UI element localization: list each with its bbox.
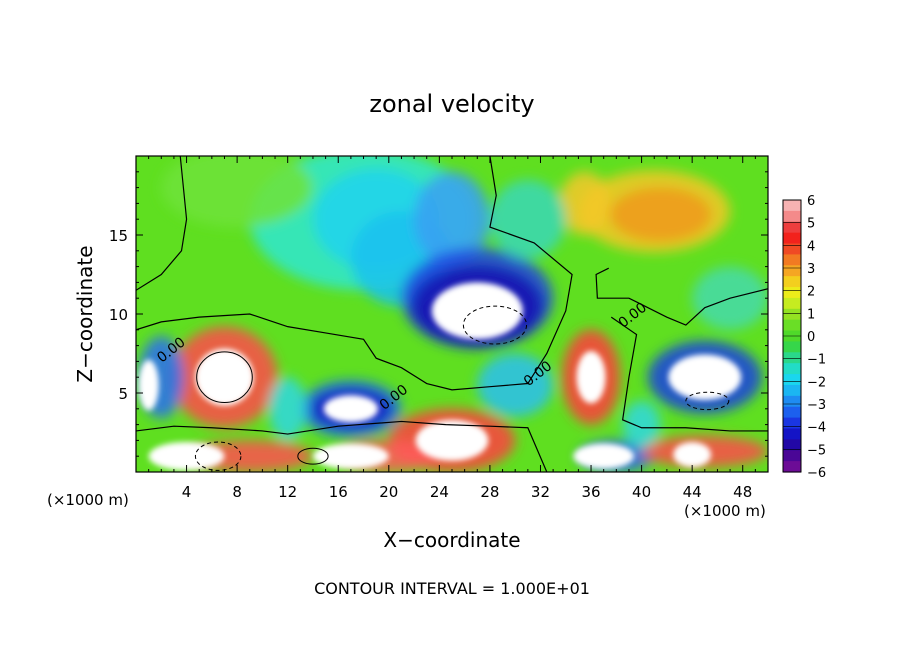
zero-contours (136, 156, 768, 472)
field-blob (622, 400, 661, 449)
x-tick-label: 40 (632, 483, 651, 501)
negative-contour (462, 305, 528, 345)
x-tick-label: 4 (182, 483, 192, 501)
colorbar-swatch (783, 287, 801, 299)
zero-contour-line (136, 156, 188, 291)
zero-contour-line (136, 156, 573, 391)
zero-contour-line (610, 316, 768, 432)
colorbar-swatch (783, 297, 801, 310)
colorbar-swatch (783, 200, 801, 212)
colorbar-label: −2 (807, 375, 826, 390)
colorbar-label: −1 (807, 353, 826, 368)
x-unit-right: (×1000 m) (684, 502, 766, 520)
saturated-core (138, 359, 159, 411)
plot-area: 0.000.000.000.00 (136, 156, 768, 472)
colorbar-swatch (783, 461, 801, 473)
x-tick-label: 32 (531, 483, 550, 501)
y-tick-label: 15 (109, 227, 128, 245)
colorbar-label: 4 (807, 239, 815, 254)
field-blob (161, 156, 313, 228)
y-tick-label: 10 (109, 306, 128, 324)
colorbar-label: 1 (807, 307, 815, 322)
x-tick-label: 36 (581, 483, 600, 501)
field-blob (559, 171, 610, 235)
colorbar-swatch (783, 341, 801, 353)
colorbar-label: 6 (807, 194, 815, 209)
saturated-core (673, 441, 712, 468)
colorbar-swatch (783, 439, 801, 451)
field-blob (489, 179, 566, 259)
saturated-core (573, 443, 635, 469)
x-tick-label: 20 (379, 483, 398, 501)
colorbar-swatch (783, 243, 801, 255)
saturated-core (148, 441, 225, 471)
velocity-field: 0.000.000.000.00 (136, 156, 768, 472)
x-tick-label: 28 (480, 483, 499, 501)
field-blob (414, 171, 490, 267)
x-unit-left: (×1000 m) (47, 491, 129, 509)
y-tick-label: 5 (118, 385, 128, 403)
colorbar-swatch (783, 232, 801, 245)
colorbar-swatch (783, 276, 801, 288)
colorbar-label: −5 (807, 443, 826, 458)
colorbar-label: −3 (807, 398, 826, 413)
colorbar-swatch (783, 352, 801, 364)
colorbar-label: −6 (807, 466, 826, 481)
x-axis-label: X−coordinate (383, 528, 520, 552)
colorbar-swatch (783, 395, 801, 408)
saturated-core (431, 282, 523, 340)
positive-contour (297, 447, 329, 465)
field-blob (268, 377, 307, 441)
y-axis-label: Z−coordinate (73, 245, 97, 382)
zero-contour-line (595, 267, 768, 326)
colorbar-swatch (783, 221, 801, 234)
saturated-core (195, 348, 254, 406)
colorbar-swatch (783, 417, 801, 430)
x-tick-label: 24 (430, 483, 449, 501)
saturated-core (323, 395, 379, 423)
field-blob (186, 440, 313, 472)
colorbar-swatch (783, 374, 801, 386)
colorbar-swatch (783, 406, 801, 419)
x-tick-label: 48 (733, 483, 752, 501)
colorbar-swatch (783, 210, 801, 223)
field-blob (610, 187, 712, 242)
colorbar-label: 0 (807, 330, 815, 345)
colorbar-swatch (783, 428, 801, 440)
positive-contour (196, 351, 253, 403)
y-axis: 5 10 15 (109, 171, 768, 457)
negative-contour (194, 441, 242, 471)
colorbar-swatch (783, 450, 801, 462)
negative-contour (685, 391, 730, 411)
x-axis: 4 8 12 16 20 24 28 32 36 40 44 48 (148, 156, 769, 501)
zero-contour-line (136, 420, 548, 472)
colorbar: 6 5 4 3 2 1 0 −1 −2 −3 −4 −5 −6 (782, 194, 826, 481)
x-tick-label: 16 (329, 483, 348, 501)
colorbar-swatch (783, 254, 801, 266)
colorbar-swatch (783, 384, 801, 397)
saturated-core (415, 419, 489, 461)
colorbar-label: 2 (807, 285, 815, 300)
colorbar-swatch (783, 319, 801, 332)
colorbar-swatch (783, 308, 801, 321)
saturated-core (312, 443, 389, 469)
saturated-core (576, 351, 606, 404)
colorbar-swatch (783, 265, 801, 277)
contour-interval-note: CONTOUR INTERVAL = 1.000E+01 (314, 579, 590, 598)
positive-contours (196, 351, 329, 465)
x-tick-label: 44 (683, 483, 702, 501)
chart-title: zonal velocity (369, 90, 534, 118)
saturated-cores (138, 282, 742, 471)
x-tick-label: 8 (232, 483, 242, 501)
colorbar-label: 5 (807, 217, 815, 232)
x-tick-label: 12 (278, 483, 297, 501)
saturated-core (668, 354, 742, 400)
negative-contours (194, 305, 730, 471)
colorbar-swatch (783, 363, 801, 375)
colorbar-label: −4 (807, 421, 826, 436)
colorbar-label: 3 (807, 262, 815, 277)
